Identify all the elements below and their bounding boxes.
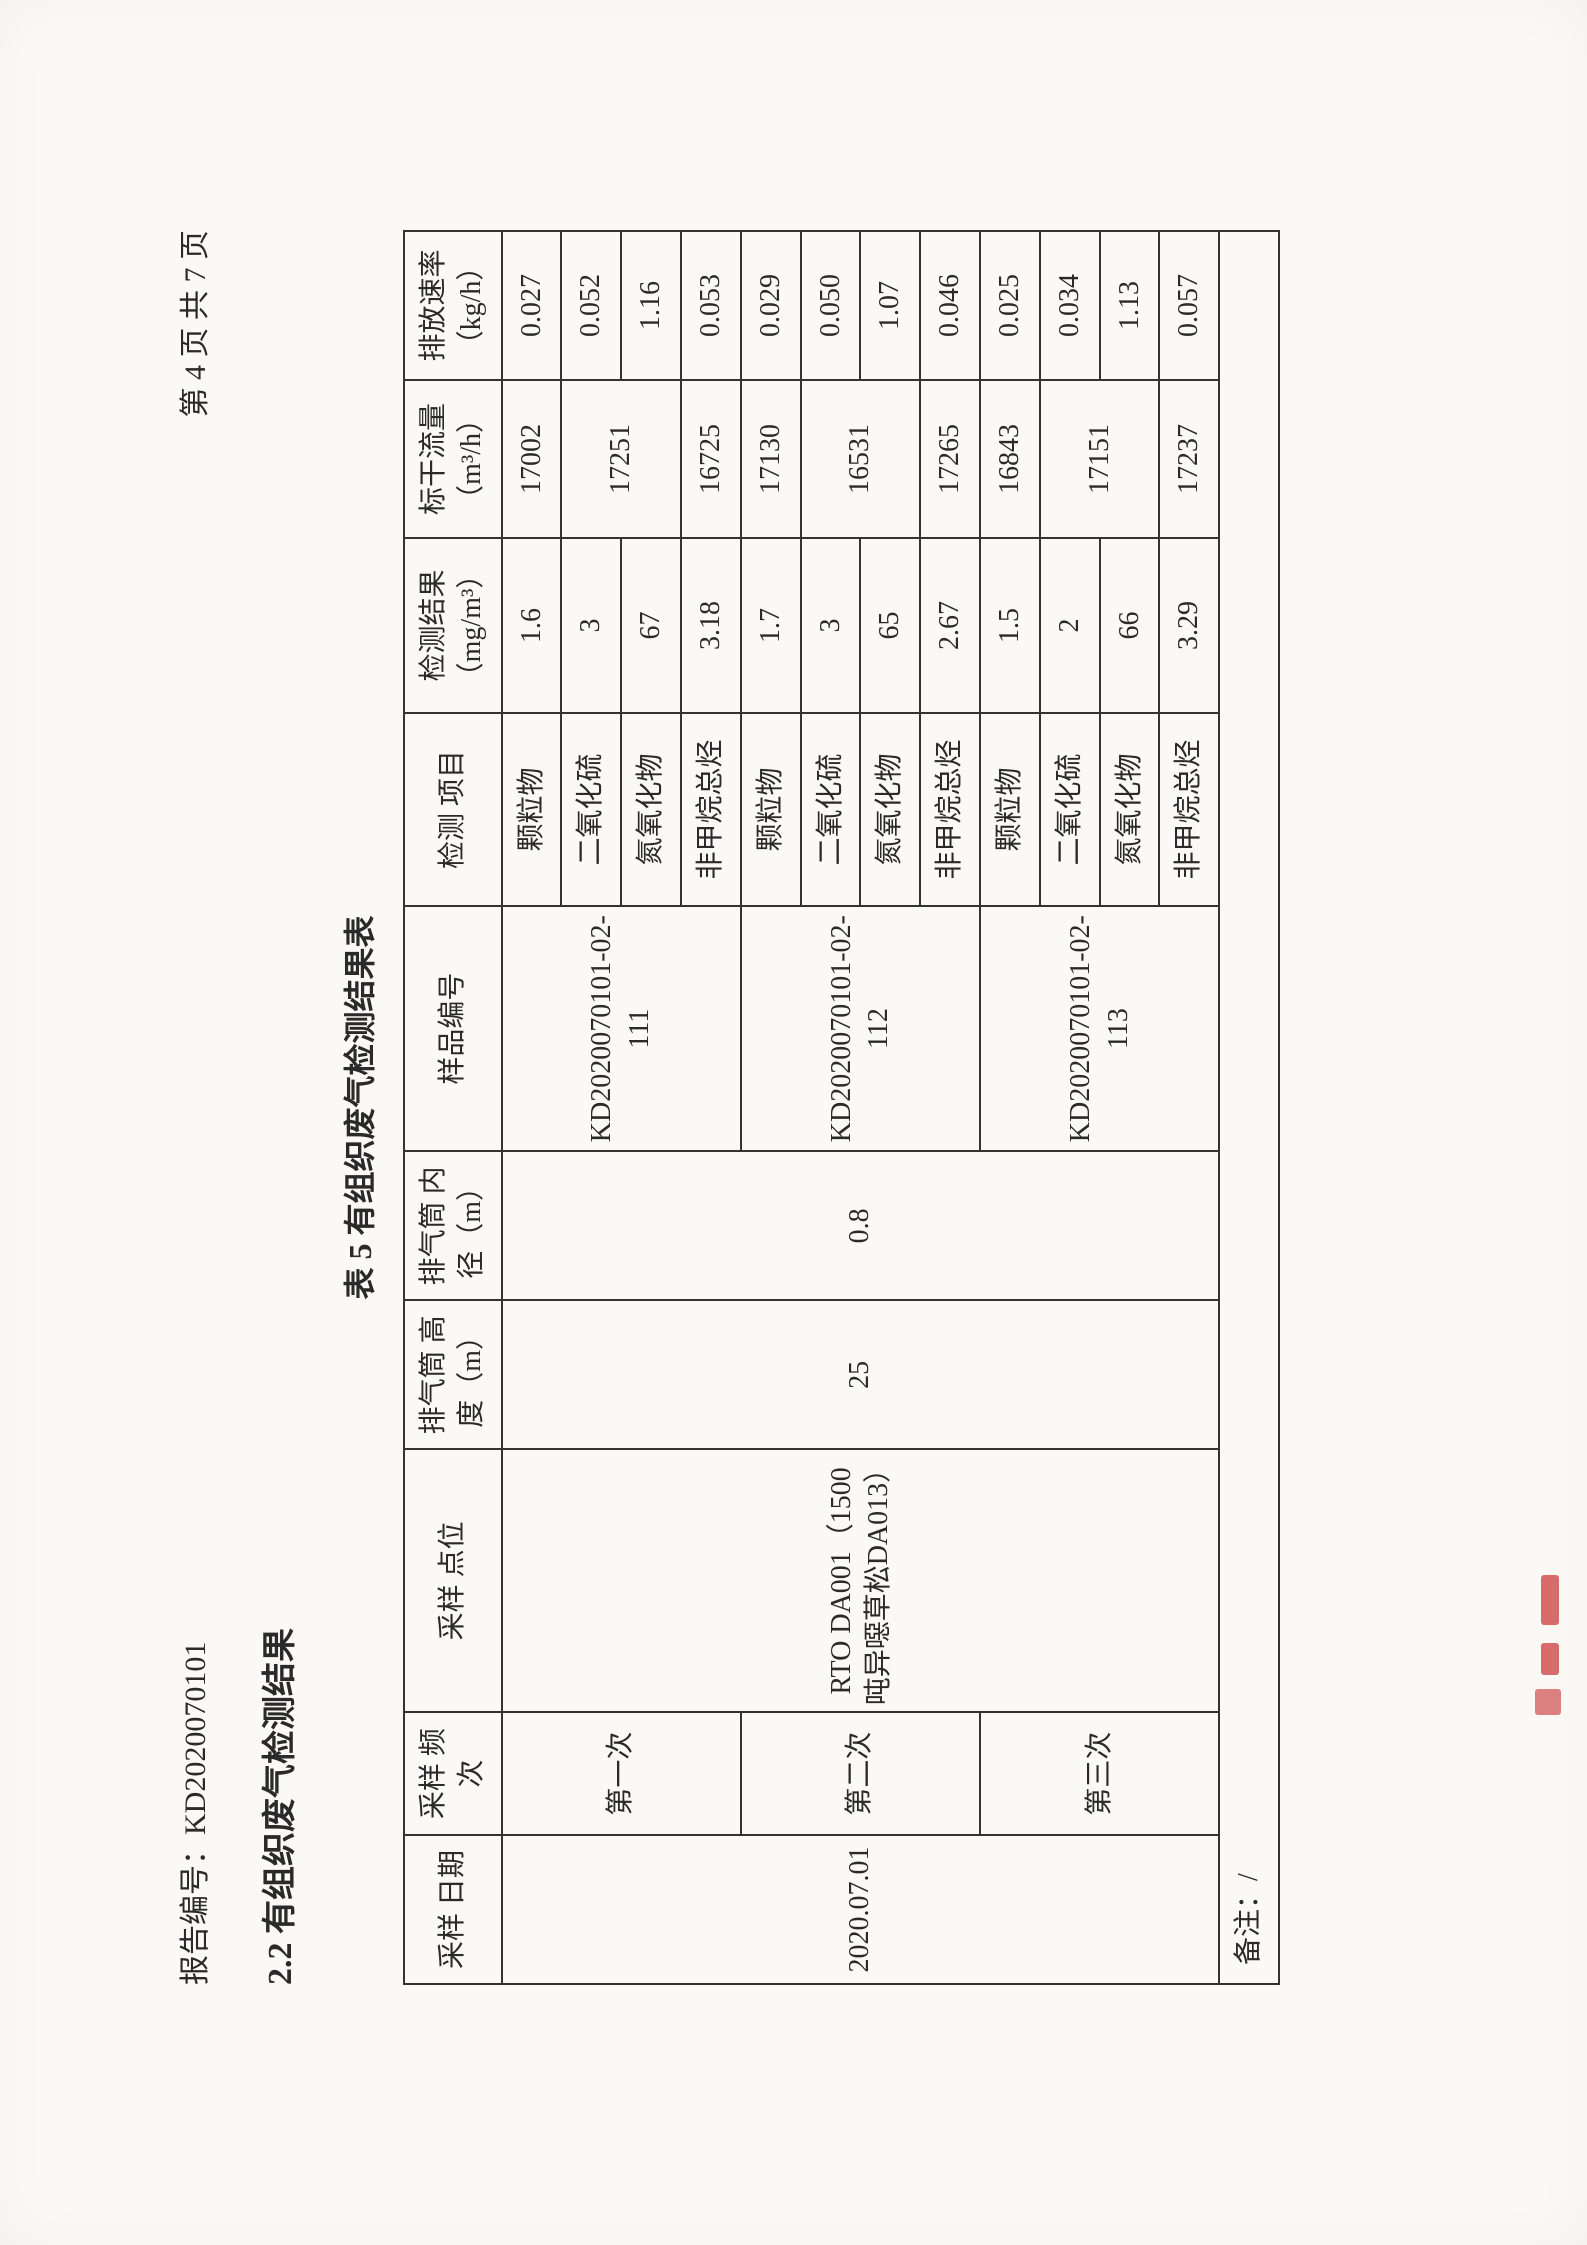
cell-rate: 1.13 [1100,231,1160,380]
cell-conc: 2.67 [920,538,980,713]
cell-flow: 16843 [980,380,1040,538]
cell-pollutant: 氮氧化物 [1100,713,1160,906]
page-number: 第 4 页 共 7 页 [170,230,214,418]
cell-pollutant: 非甲烷总烃 [681,713,741,906]
cell-flow: 17251 [561,380,681,538]
cell-flow: 17237 [1159,380,1219,538]
cell-rate: 0.029 [741,231,801,380]
cell-pollutant: 颗粒物 [741,713,801,906]
table-footnote-row: 备注：/ [1219,231,1279,1984]
section-title: 2.2 有组织废气检测结果 [252,230,301,1985]
cell-freq: 第一次 [502,1712,741,1835]
cell-pollutant: 颗粒物 [980,713,1040,906]
cell-rate: 1.16 [621,231,681,380]
cell-conc: 65 [860,538,920,713]
cell-freq: 第三次 [980,1712,1219,1835]
cell-diameter: 0.8 [502,1151,1220,1300]
cell-conc: 3 [801,538,861,713]
cell-pollutant: 二氧化硫 [561,713,621,906]
footnote-cell: 备注：/ [1219,231,1279,1984]
cell-sample: KD2020070101-02-111 [502,906,741,1151]
col-height: 排气筒 高度（m） [404,1300,502,1449]
cell-height: 25 [502,1300,1220,1449]
cell-date: 2020.07.01 [502,1835,1220,1984]
cell-conc: 3.29 [1159,538,1219,713]
cell-flow: 17151 [1040,380,1160,538]
col-point: 采样 点位 [404,1449,502,1712]
cell-pollutant: 二氧化硫 [801,713,861,906]
cell-rate: 0.050 [801,231,861,380]
cell-rate: 0.046 [920,231,980,380]
cell-sample: KD2020070101-02-112 [741,906,980,1151]
report-number-value: KD2020070101 [179,1642,212,1835]
table-row: 2020.07.01 第一次 RTO DA001（1500吨异噁草松DA013）… [502,231,562,1984]
table-title: 表 5 有组织废气检测结果表 [335,230,381,1985]
table-header-row: 采样 日期 采样 频次 采样 点位 排气筒 高度（m） 排气筒 内径（m） 样品… [404,231,502,1984]
cell-flow: 17265 [920,380,980,538]
cell-rate: 0.053 [681,231,741,380]
cell-conc: 3 [561,538,621,713]
col-sample: 样品编号 [404,906,502,1151]
col-diameter: 排气筒 内径（m） [404,1151,502,1300]
cell-rate: 0.025 [980,231,1040,380]
col-conc: 检测结果 （mg/m³） [404,538,502,713]
cell-pollutant: 颗粒物 [502,713,562,906]
cell-pollutant: 氮氧化物 [860,713,920,906]
cell-flow: 17002 [502,380,562,538]
cell-rate: 0.027 [502,231,562,380]
cell-rate: 0.057 [1159,231,1219,380]
cell-conc: 2 [1040,538,1100,713]
content-area: 第 4 页 共 7 页 报告编号：KD2020070101 2.2 有组织废气检… [0,0,1587,2245]
cell-rate: 0.034 [1040,231,1100,380]
edge-seal-fragment [1535,1689,1561,1715]
report-number-line: 报告编号：KD2020070101 [170,230,214,1985]
scanned-page: 第 4 页 共 7 页 报告编号：KD2020070101 2.2 有组织废气检… [0,0,1587,2245]
cell-point: RTO DA001（1500吨异噁草松DA013） [502,1449,1220,1712]
report-number-label: 报告编号： [179,1835,212,1985]
cell-pollutant: 二氧化硫 [1040,713,1100,906]
cell-freq: 第二次 [741,1712,980,1835]
cell-conc: 1.6 [502,538,562,713]
cell-flow: 16725 [681,380,741,538]
cell-flow: 17130 [741,380,801,538]
edge-seal-fragment [1541,1643,1559,1675]
cell-conc: 3.18 [681,538,741,713]
cell-rate: 0.052 [561,231,621,380]
footnote-label: 备注： [1233,1881,1264,1965]
col-date: 采样 日期 [404,1835,502,1984]
cell-pollutant: 非甲烷总烃 [1159,713,1219,906]
cell-rate: 1.07 [860,231,920,380]
results-table: 采样 日期 采样 频次 采样 点位 排气筒 高度（m） 排气筒 内径（m） 样品… [403,230,1280,1985]
cell-flow: 16531 [801,380,921,538]
col-freq: 采样 频次 [404,1712,502,1835]
footnote-value: / [1233,1873,1264,1881]
cell-conc: 66 [1100,538,1160,713]
col-rate: 排放速率 （kg/h） [404,231,502,380]
col-flow: 标干流量 （m³/h） [404,380,502,538]
cell-sample: KD2020070101-02-113 [980,906,1219,1151]
col-item: 检测 项目 [404,713,502,906]
cell-conc: 1.7 [741,538,801,713]
cell-conc: 1.5 [980,538,1040,713]
cell-pollutant: 氮氧化物 [621,713,681,906]
cell-conc: 67 [621,538,681,713]
edge-seal-fragment [1541,1575,1559,1625]
table-row: 第三次 KD2020070101-02-113 颗粒物 1.5 16843 0.… [980,231,1040,1984]
table-row: 第二次 KD2020070101-02-112 颗粒物 1.7 17130 0.… [741,231,801,1984]
cell-pollutant: 非甲烷总烃 [920,713,980,906]
